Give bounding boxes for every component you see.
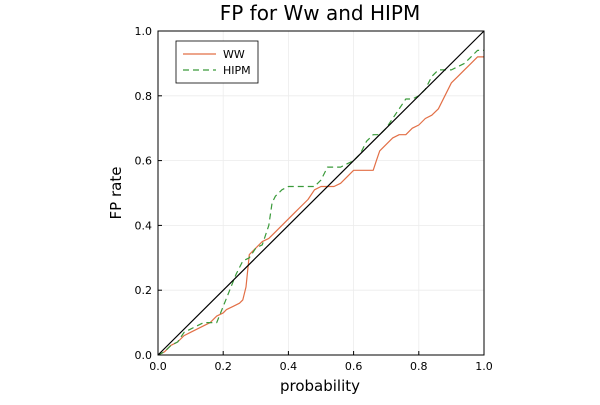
legend: WW HIPM (175, 40, 259, 84)
x-axis-title: probability (280, 377, 360, 395)
y-tick-label: 0.2 (135, 284, 153, 297)
chart-title: FP for Ww and HIPM (220, 1, 421, 25)
x-tick-label: 0.2 (214, 360, 232, 373)
y-tick-label: 0.4 (135, 219, 153, 232)
y-tick-label: 0.0 (135, 349, 153, 362)
x-tick-label: 0.4 (280, 360, 298, 373)
series-line-ww (157, 56, 484, 356)
x-tick-label: 0.8 (410, 360, 428, 373)
legend-box (175, 40, 259, 84)
legend-label: HIPM (223, 64, 251, 77)
y-axis-title: FP rate (107, 167, 125, 220)
series-line-hipm (157, 49, 484, 356)
legend-label: WW (223, 48, 245, 61)
x-tick-label: 0.0 (149, 360, 167, 373)
x-tick-label: 1.0 (475, 360, 493, 373)
x-tick-label: 0.6 (345, 360, 363, 373)
series-line-diagonal (157, 30, 485, 356)
y-tick-label: 0.6 (135, 155, 153, 168)
y-tick-label: 1.0 (135, 25, 153, 38)
ticks: 0.0 0.2 0.4 0.6 0.8 1.0 0.0 0.2 0.4 0.6 0.8 1.0 (135, 25, 493, 373)
plot-frame (157, 30, 485, 356)
series-layer (157, 30, 485, 356)
y-tick-label: 0.8 (135, 90, 153, 103)
